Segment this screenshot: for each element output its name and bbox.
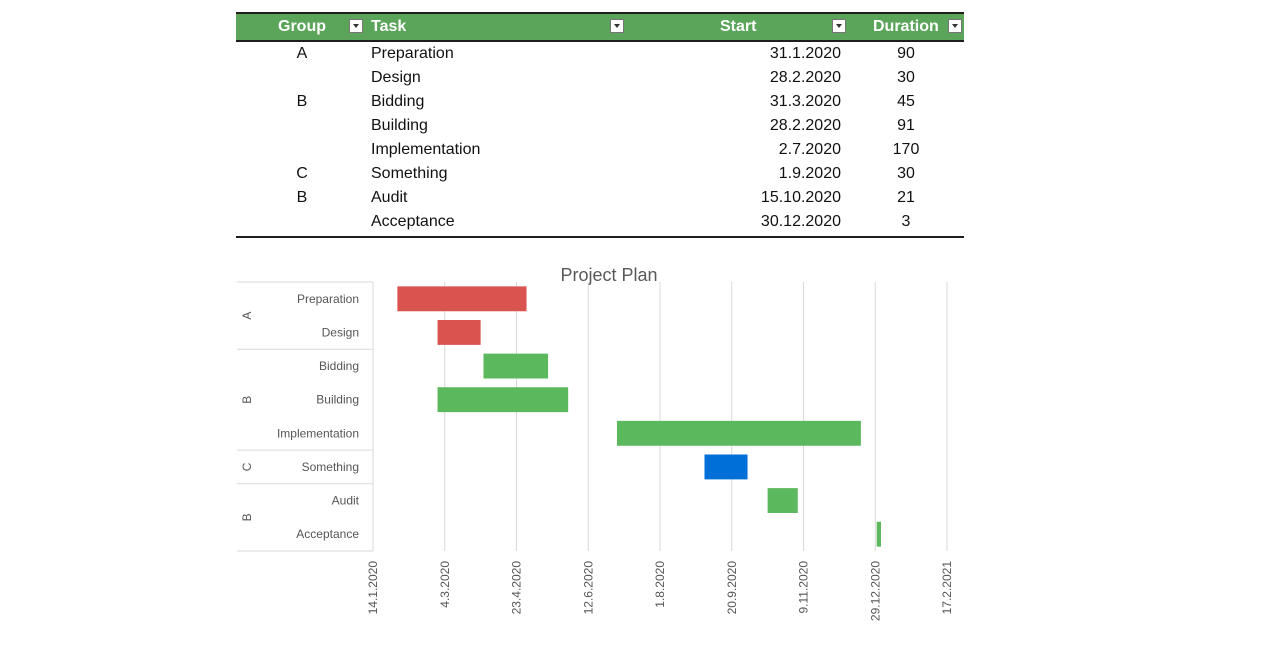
x-tick-label: 14.1.2020 — [366, 561, 380, 615]
cell-task: Design — [371, 69, 421, 86]
cell-duration: 170 — [892, 141, 920, 158]
cell-task: Building — [371, 117, 428, 134]
cell-start: 1.9.2020 — [778, 165, 841, 182]
table-row[interactable]: Acceptance 30.12.2020 3 — [236, 210, 964, 234]
bar-design — [437, 319, 481, 345]
cell-start: 31.1.2020 — [769, 45, 841, 62]
bar-implementation — [616, 420, 861, 446]
cell-task: Bidding — [371, 93, 425, 110]
bar-audit — [767, 488, 798, 514]
cell-duration: 45 — [897, 93, 915, 110]
cell-task: Something — [371, 165, 448, 182]
x-tick-label: 4.3.2020 — [438, 561, 452, 608]
category-label: Acceptance — [296, 527, 359, 541]
bar-acceptance — [876, 521, 881, 547]
table-body: A Preparation 31.1.2020 90 Design 28.2.2… — [236, 42, 964, 234]
cell-task: Acceptance — [371, 213, 455, 230]
group-label: B — [240, 396, 254, 404]
x-tick-label: 1.8.2020 — [653, 561, 667, 608]
table-row[interactable]: C Something 1.9.2020 30 — [236, 162, 964, 186]
cell-group: C — [296, 165, 308, 182]
table-row[interactable]: Design 28.2.2020 30 — [236, 66, 964, 90]
table-row[interactable]: Implementation 2.7.2020 170 — [236, 138, 964, 162]
cell-task: Audit — [371, 189, 408, 206]
cell-group: A — [296, 45, 308, 62]
category-label: Preparation — [297, 292, 359, 306]
x-tick-label: 17.2.2021 — [940, 561, 954, 615]
category-label: Design — [322, 325, 359, 339]
cell-group: B — [296, 189, 308, 206]
filter-dropdown-icon[interactable] — [832, 19, 846, 33]
category-label: Audit — [332, 494, 360, 508]
bar-something — [704, 454, 748, 480]
chart-title: Project Plan — [560, 265, 657, 285]
cell-task: Implementation — [371, 141, 481, 158]
x-tick-label: 29.12.2020 — [868, 561, 882, 621]
category-label: Implementation — [277, 426, 359, 440]
x-tick-label: 12.6.2020 — [581, 561, 595, 615]
filter-dropdown-icon[interactable] — [349, 19, 363, 33]
category-label: Something — [302, 460, 359, 474]
category-label: Bidding — [319, 359, 359, 373]
filter-dropdown-icon[interactable] — [610, 19, 624, 33]
header-start: Start — [720, 18, 757, 35]
header-group: Group — [278, 18, 326, 35]
header-task: Task — [371, 18, 407, 35]
x-tick-label: 23.4.2020 — [510, 561, 524, 615]
bar-preparation — [397, 286, 527, 312]
category-label: Building — [316, 393, 359, 407]
cell-duration: 3 — [901, 213, 911, 230]
data-table: Group Task Start Duration A Preparation … — [236, 12, 964, 238]
x-tick-label: 9.11.2020 — [797, 561, 811, 614]
table-row[interactable]: A Preparation 31.1.2020 90 — [236, 42, 964, 66]
bar-building — [437, 387, 569, 413]
bar-bidding — [483, 353, 549, 379]
group-label: B — [240, 513, 254, 521]
header-duration: Duration — [873, 18, 939, 35]
cell-start: 31.3.2020 — [769, 93, 841, 110]
table-row[interactable]: B Bidding 31.3.2020 45 — [236, 90, 964, 114]
cell-duration: 91 — [897, 117, 915, 134]
table-bottom-border — [236, 236, 964, 238]
group-label: C — [240, 462, 254, 471]
bars — [397, 286, 881, 547]
filter-dropdown-icon[interactable] — [948, 19, 962, 33]
cell-task: Preparation — [371, 45, 454, 62]
category-axis: Preparation Design Bidding Building Implemen… — [237, 281, 374, 552]
cell-start: 28.2.2020 — [769, 69, 841, 86]
cell-duration: 21 — [897, 189, 915, 206]
cell-start: 15.10.2020 — [760, 189, 841, 206]
table-row[interactable]: B Audit 15.10.2020 21 — [236, 186, 964, 210]
group-label: A — [240, 312, 254, 320]
x-tick-label: 20.9.2020 — [725, 561, 739, 615]
table-header-row: Group Task Start Duration — [236, 12, 964, 42]
cell-start: 30.12.2020 — [760, 213, 841, 230]
cell-start: 28.2.2020 — [769, 117, 841, 134]
x-axis: 14.1.2020 4.3.2020 23.4.2020 12.6.2020 1.8.2… — [366, 561, 954, 621]
cell-duration: 30 — [897, 165, 915, 182]
table-row[interactable]: Building 28.2.2020 91 — [236, 114, 964, 138]
cell-group: B — [296, 93, 308, 110]
cell-duration: 90 — [897, 45, 915, 62]
cell-start: 2.7.2020 — [778, 141, 841, 158]
cell-duration: 30 — [897, 69, 915, 86]
